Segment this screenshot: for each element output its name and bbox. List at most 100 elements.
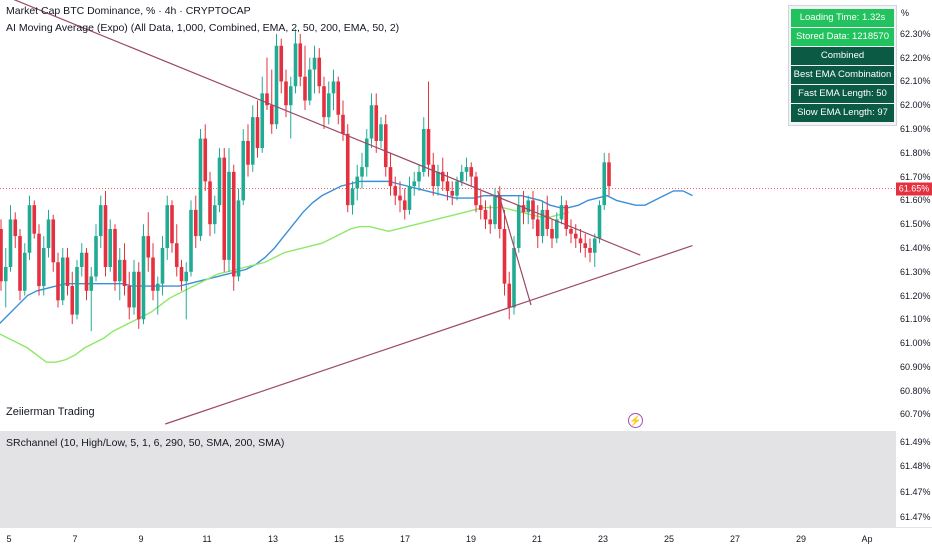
candle	[3, 247, 8, 308]
candle	[265, 57, 269, 111]
time-tick: 13	[267, 534, 279, 544]
candle	[174, 224, 179, 277]
time-tick: 7	[72, 534, 78, 544]
price-tick: 61.80%	[900, 147, 931, 158]
srchannel-tick: 61.48%	[900, 461, 931, 471]
indicator-legend[interactable]: AI Moving Average (Expo) (All Data, 1,00…	[6, 22, 400, 34]
time-axis[interactable]: 5 7 9 11 13 15 17 19 21 23 25 27 29 Ap	[0, 527, 932, 551]
candle	[469, 162, 474, 187]
candle	[360, 152, 364, 189]
candle	[431, 152, 436, 196]
candle	[260, 76, 265, 153]
candle	[393, 176, 398, 206]
price-tick: 61.00%	[900, 338, 931, 349]
price-axis[interactable]: 62.30% 62.20% 62.10% 62.00% 61.90% 61.80% 61.7…	[896, 0, 932, 527]
candle	[284, 69, 288, 118]
candle	[255, 100, 260, 158]
candle	[535, 205, 540, 248]
candle	[75, 259, 79, 320]
candle	[22, 243, 27, 296]
candle	[374, 93, 379, 153]
candle	[27, 195, 32, 260]
candle	[317, 48, 322, 94]
trendline-projection[interactable]	[497, 190, 532, 306]
candle	[231, 164, 236, 291]
trendline-upper[interactable]	[0, 0, 641, 256]
candle	[583, 233, 588, 258]
candle	[331, 69, 336, 111]
time-tick: 19	[465, 534, 477, 544]
candle	[550, 219, 554, 248]
candle	[450, 181, 455, 206]
time-tick: Ap	[861, 534, 873, 544]
srchannel-tick: 61.47%	[900, 487, 931, 497]
candle	[136, 262, 141, 329]
price-tick: 62.30%	[900, 28, 931, 39]
candle	[288, 76, 293, 139]
candle	[89, 267, 94, 332]
symbol-title[interactable]: Market Cap BTC Dominance, % · 4h · CRYPT…	[6, 5, 251, 17]
candle	[398, 181, 402, 213]
candle	[436, 164, 440, 196]
lightning-icon[interactable]: ⚡	[628, 413, 643, 428]
candle	[246, 124, 250, 177]
candle	[545, 195, 550, 237]
candle	[326, 81, 331, 125]
candle	[597, 200, 602, 244]
candle	[303, 45, 307, 111]
candle	[478, 190, 483, 220]
candle	[193, 195, 198, 248]
price-tick: 60.80%	[900, 385, 931, 396]
candle	[497, 186, 502, 239]
candle	[345, 124, 350, 213]
candle	[51, 214, 56, 272]
time-tick: 29	[795, 534, 807, 544]
candle	[0, 219, 3, 291]
candle	[412, 171, 417, 196]
price-tick: 61.50%	[900, 219, 931, 230]
candle	[217, 148, 222, 213]
candle	[108, 219, 113, 272]
candle	[56, 252, 60, 308]
candle	[564, 200, 569, 237]
candle	[336, 76, 341, 125]
candle	[222, 148, 227, 272]
candle	[208, 171, 212, 237]
srchannel-tick: 61.49%	[900, 437, 931, 447]
price-tick: 61.60%	[900, 195, 931, 206]
candle	[227, 148, 231, 272]
candle	[203, 124, 208, 191]
candle	[165, 195, 170, 260]
candle	[269, 69, 274, 134]
candle	[113, 224, 117, 291]
candle	[364, 129, 369, 177]
candle	[407, 176, 412, 215]
info-table-row: Combined	[791, 47, 894, 65]
candle	[293, 29, 298, 94]
candle	[350, 181, 355, 215]
price-tick: 60.70%	[900, 409, 931, 420]
candle	[307, 57, 312, 106]
time-tick: 17	[399, 534, 411, 544]
candle	[79, 243, 84, 277]
price-tick: 61.20%	[900, 290, 931, 301]
price-tick: 62.20%	[900, 52, 931, 63]
candle	[369, 93, 374, 149]
candle	[554, 212, 559, 244]
candle	[146, 212, 151, 272]
candle	[122, 243, 127, 296]
info-table: Loading Time: 1.32s Stored Data: 1218570 C…	[788, 5, 897, 126]
candle	[383, 114, 388, 177]
candle	[250, 105, 255, 172]
candle	[94, 224, 98, 282]
candle	[8, 205, 13, 272]
time-tick: 5	[6, 534, 12, 544]
candle	[84, 247, 89, 301]
candle	[493, 188, 497, 229]
trendline-lower[interactable]	[165, 245, 693, 425]
candle	[388, 152, 393, 196]
candle	[569, 219, 573, 244]
srchannel-legend[interactable]: SRchannel (10, High/Low, 5, 1, 6, 290, 5…	[6, 437, 285, 449]
percent-scale-button[interactable]: %	[901, 8, 910, 18]
